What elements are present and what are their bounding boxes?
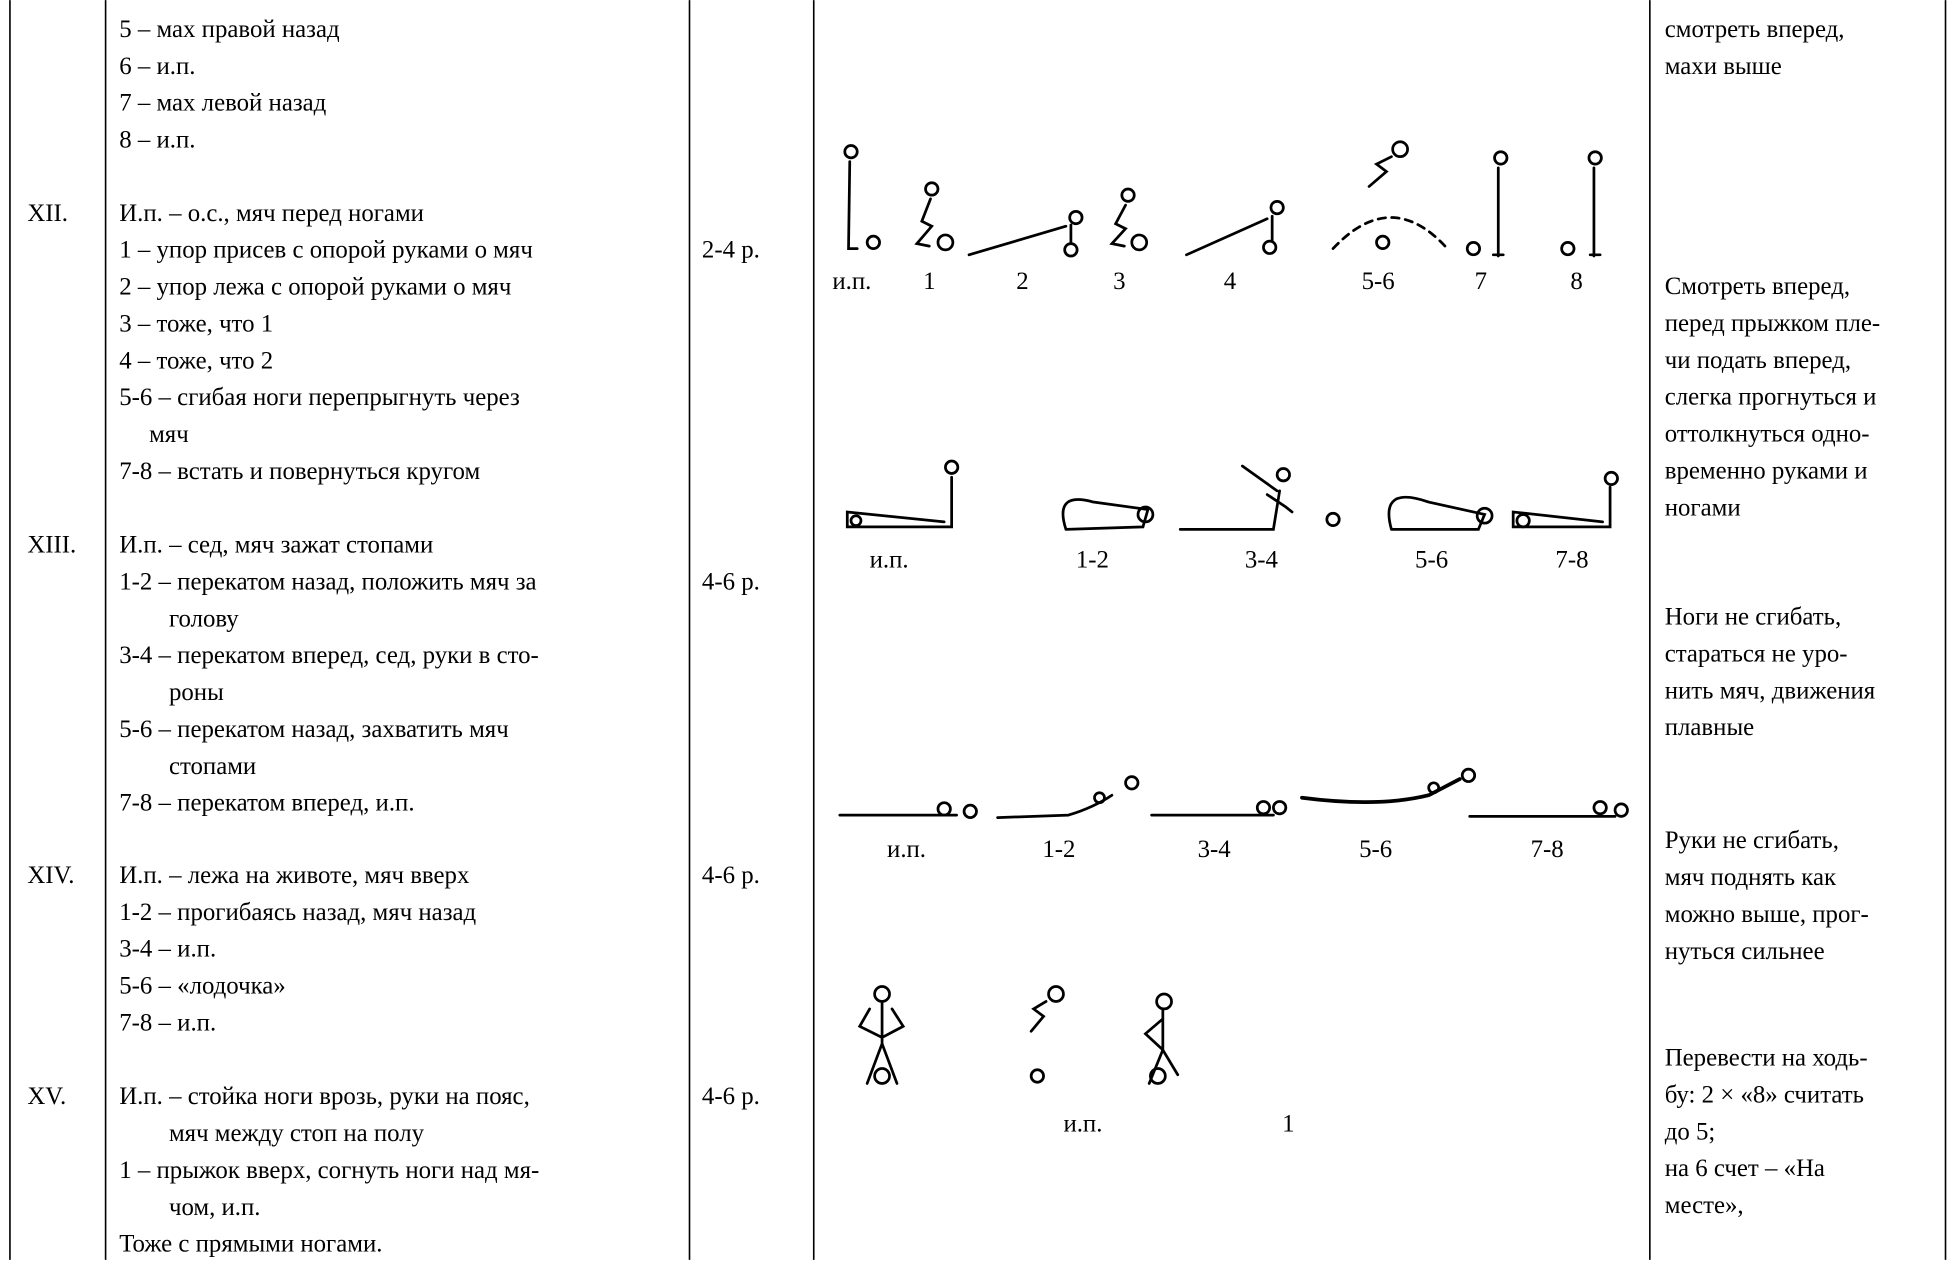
figure-label: и.п. — [870, 546, 909, 573]
note-line: до 5; — [1665, 1118, 1716, 1145]
exercise-line: И.п. – лежа на животе, мяч вверх — [119, 862, 470, 889]
note-line: Перевести на ходь- — [1665, 1045, 1868, 1072]
exercise-line: 3-4 – перекатом вперед, сед, руки в сто- — [119, 642, 539, 669]
exercise-line: 1-2 – перекатом назад, положить мяч за — [119, 568, 536, 595]
figure-label: 3-4 — [1198, 836, 1232, 863]
note-line: чи подать вперед, — [1665, 347, 1851, 374]
note-line: ногами — [1665, 494, 1741, 521]
exercise-line: 8 – и.п. — [119, 127, 195, 154]
exercise-line: голову — [169, 605, 239, 632]
row-number: XV. — [27, 1083, 66, 1110]
figure-label: 7-8 — [1555, 546, 1588, 573]
note-line: мяч поднять как — [1665, 864, 1837, 891]
exercise-line: 3-4 – и.п. — [119, 936, 216, 963]
exercise-line: 7-8 – перекатом вперед, и.п. — [119, 790, 414, 817]
note-line: стараться не уро- — [1665, 640, 1848, 667]
note-line: временно руками и — [1665, 458, 1868, 485]
note-line: месте», — [1665, 1192, 1744, 1219]
note-line: махи выше — [1665, 53, 1782, 80]
figure-label: 1 — [1282, 1110, 1294, 1137]
note-line: Ноги не сгибать, — [1665, 604, 1841, 631]
note-line: плавные — [1665, 714, 1754, 741]
figure-label: 5-6 — [1362, 268, 1395, 295]
exercise-line: Тоже с прямыми ногами. — [119, 1231, 382, 1258]
note-line: Смотреть вперед, — [1665, 273, 1850, 300]
repetitions: 4-6 р. — [702, 1083, 760, 1110]
exercise-line: 1-2 – прогибаясь назад, мяч назад — [119, 899, 476, 926]
row-number: XII. — [27, 200, 68, 227]
repetitions: 2-4 р. — [702, 237, 760, 264]
figure-label: 7 — [1475, 268, 1487, 295]
exercise-line: 7-8 – встать и повернуться кругом — [119, 458, 480, 485]
figure-label: 7-8 — [1531, 836, 1564, 863]
figure-label: 8 — [1570, 268, 1582, 295]
exercise-line: 1 – упор присев с опорой руками о мяч — [119, 237, 533, 264]
exercise-line: 7-8 – и.п. — [119, 1010, 216, 1037]
figure-label: 3 — [1113, 268, 1125, 295]
figure-label: 3-4 — [1245, 546, 1279, 573]
figure-label: 4 — [1224, 268, 1237, 295]
note-line: можно выше, прог- — [1665, 901, 1869, 928]
exercise-line: чом, и.п. — [169, 1194, 261, 1221]
figure-label: 2 — [1016, 268, 1028, 295]
repetitions: 4-6 р. — [702, 862, 760, 889]
exercise-line: 7 – мах левой назад — [119, 90, 326, 117]
table-borders — [9, 0, 1947, 1260]
exercise-line: И.п. – стойка ноги врозь, руки на пояс, — [119, 1083, 530, 1110]
exercise-line: 6 – и.п. — [119, 53, 195, 80]
exercise-line: мяч между стоп на полу — [169, 1120, 425, 1147]
figures — [838, 140, 1629, 1085]
note-line: бу: 2 × «8» считать — [1665, 1081, 1864, 1108]
note-line: Руки не сгибать, — [1665, 827, 1839, 854]
exercise-line: стопами — [169, 753, 256, 780]
note-line: смотреть вперед, — [1665, 16, 1845, 43]
row-number: XIII. — [27, 531, 76, 558]
row-number: XIV. — [27, 862, 74, 889]
note-line: слегка прогнуться и — [1665, 384, 1877, 411]
figure-label: 1 — [923, 268, 935, 295]
figure-label: и.п. — [887, 836, 926, 863]
repetitions: 4-6 р. — [702, 568, 760, 595]
exercise-line: 1 – прыжок вверх, согнуть ноги над мя- — [119, 1157, 539, 1184]
note-line: перед прыжком пле- — [1665, 310, 1880, 337]
note-line: нить мяч, движения — [1665, 677, 1875, 704]
figure-label: 5-6 — [1359, 836, 1392, 863]
exercise-line: 2 – упор лежа с опорой руками о мяч — [119, 274, 511, 301]
exercise-line: 5 – мах правой назад — [119, 16, 340, 43]
note-line: на 6 счет – «На — [1665, 1155, 1825, 1182]
exercise-line: И.п. – о.с., мяч перед ногами — [119, 200, 424, 227]
note-line: нуться сильнее — [1665, 938, 1825, 965]
note-line: оттолкнуться одно- — [1665, 421, 1870, 448]
exercise-line: мяч — [149, 421, 189, 448]
exercise-line: И.п. – сед, мяч зажат стопами — [119, 531, 433, 558]
exercise-line: 3 – тоже, что 1 — [119, 310, 273, 337]
figure-label: 1-2 — [1076, 546, 1109, 573]
exercise-line: 5-6 – перекатом назад, захватить мяч — [119, 716, 508, 743]
exercise-line: роны — [169, 679, 224, 706]
exercise-line: 5-6 – сгибая ноги перепрыгнуть через — [119, 384, 520, 411]
figure-label: и.п. — [1063, 1110, 1102, 1137]
figure-label: и.п. — [832, 268, 871, 295]
figure-label: 1-2 — [1042, 836, 1075, 863]
figure-label: 5-6 — [1415, 546, 1448, 573]
exercise-line: 4 – тоже, что 2 — [119, 347, 273, 374]
exercise-line: 5-6 – «лодочка» — [119, 973, 285, 1000]
